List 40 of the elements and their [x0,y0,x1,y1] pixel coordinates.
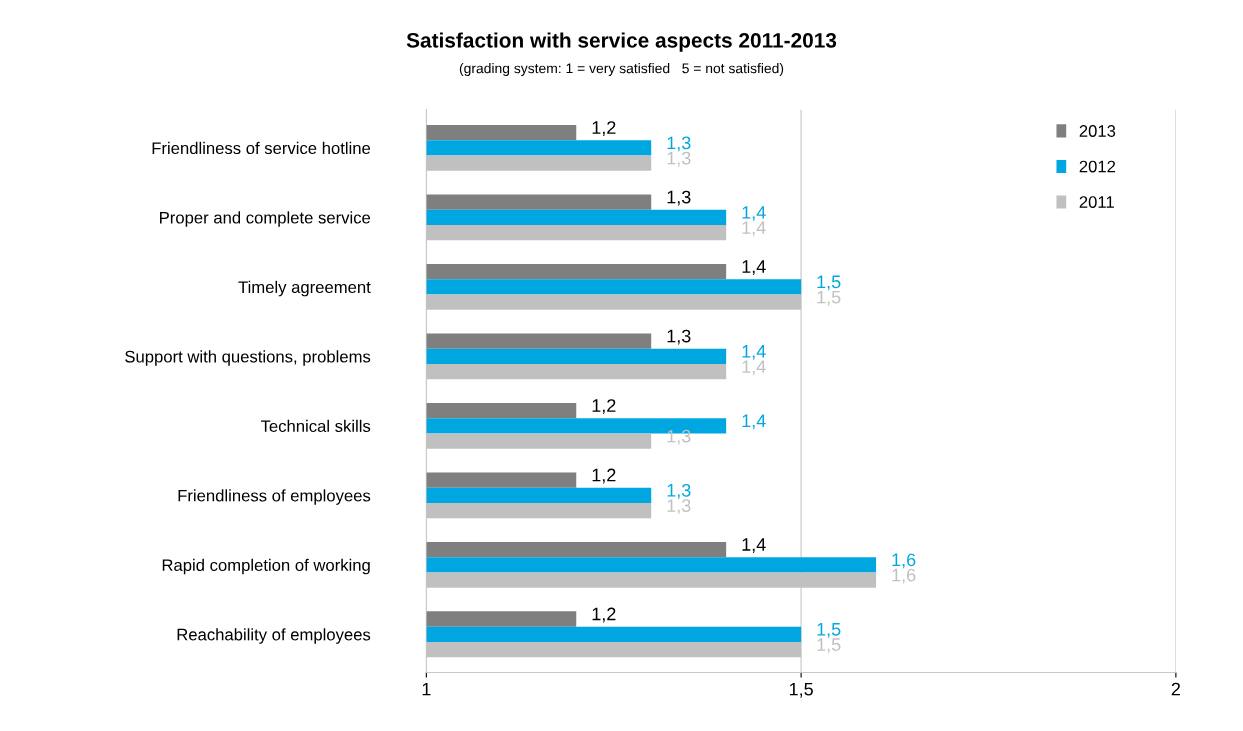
legend-label: 2013 [1079,125,1116,137]
y-tick-label: Reachability of employees [177,628,371,644]
chart-title: Satisfaction with service aspects 2011-2013 [406,32,837,52]
data-label: 1,3 [667,190,691,206]
data-label: 1,2 [592,468,616,484]
data-label: 1,5 [817,623,841,638]
data-label: 1,4 [742,360,766,376]
y-tick-label: Technical skills [260,419,371,433]
data-label: 1,3 [667,151,691,167]
y-tick-label: Friendliness of employees [178,489,371,505]
data-label: 1,4 [742,260,766,276]
data-label: 1,3 [667,429,691,445]
data-label: 1,3 [667,483,691,499]
data-label: 1,3 [667,499,691,515]
data-label: 1,6 [892,568,916,584]
data-label: 1,5 [817,275,841,291]
data-label: 1,3 [667,329,691,345]
data-label: 1,5 [817,638,841,654]
y-tick-label: Proper and complete service [160,211,371,227]
y-tick-label: Support with questions, problems [125,350,371,366]
y-tick-label: Timely agreement [238,280,371,297]
data-label: 1,6 [892,553,916,569]
data-label: 1,5 [817,290,841,306]
chart-subtitle: (grading system: 1 = very satisfied 5 = not satisfied) [459,63,784,76]
x-tick-label: 2 [1171,682,1180,696]
data-label: 1,4 [742,414,766,430]
data-label: 1,3 [667,136,691,152]
data-label: 1,4 [742,206,766,221]
y-tick-label: Rapid completion of working [162,558,370,575]
x-tick-label: 1,5 [789,682,813,698]
data-label: 1,4 [742,538,766,554]
y-tick-label: Friendliness of service hotline [152,141,371,155]
data-label: 1,4 [742,345,766,360]
x-tick-label: 1 [422,682,431,696]
data-label: 1,4 [742,221,766,237]
data-label: 1,2 [592,399,616,415]
data-label: 1,2 [592,121,616,137]
data-label: 1,2 [592,607,616,623]
legend-label: 2012 [1079,160,1116,173]
legend-label: 2011 [1079,196,1114,208]
